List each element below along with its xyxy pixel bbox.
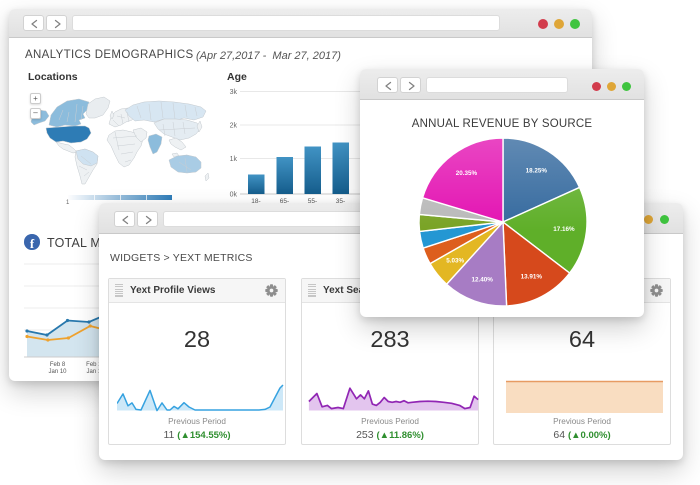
svg-text:65-: 65-: [280, 198, 289, 205]
svg-text:0k: 0k: [230, 192, 238, 199]
svg-text:55-: 55-: [308, 198, 317, 205]
svg-text:13.91%: 13.91%: [521, 273, 543, 280]
svg-text:17.16%: 17.16%: [553, 226, 575, 233]
svg-text:35-: 35-: [336, 198, 345, 205]
svg-text:3k: 3k: [230, 89, 238, 96]
svg-text:1k: 1k: [230, 156, 238, 163]
svg-text:18.25%: 18.25%: [526, 168, 548, 175]
svg-text:5.03%: 5.03%: [446, 257, 464, 264]
svg-text:20.35%: 20.35%: [456, 170, 478, 177]
svg-text:18-: 18-: [251, 198, 260, 205]
svg-text:12.40%: 12.40%: [472, 277, 494, 284]
svg-text:2k: 2k: [230, 123, 238, 130]
